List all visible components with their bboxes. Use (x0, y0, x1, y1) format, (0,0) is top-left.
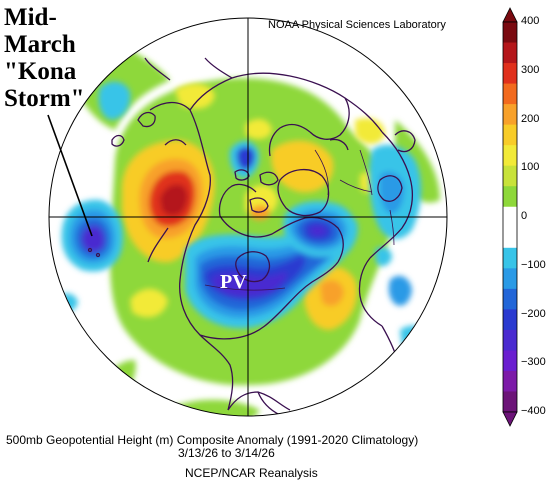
caption-line2: 3/13/26 to 3/14/26 (178, 446, 275, 460)
annotation-line: Storm" (4, 85, 85, 112)
colorbar-swatch (503, 145, 517, 167)
colorbar-swatch (503, 206, 517, 228)
annotation-line: March (4, 31, 76, 58)
colorbar-tick-label: 300 (521, 63, 540, 76)
colorbar-tick-label: −300 (521, 356, 546, 369)
colorbar-swatch (503, 186, 517, 208)
colorbar-tick-label: −200 (521, 307, 546, 320)
colorbar-swatch (503, 42, 517, 64)
colorbar-swatch (503, 247, 517, 269)
caption-line3: NCEP/NCAR Reanalysis (185, 466, 318, 480)
colorbar-swatch (503, 309, 517, 331)
colorbar-swatch (503, 63, 517, 85)
annotation-line: "Kona (4, 58, 77, 85)
colorbar-swatch (503, 370, 517, 392)
credit-label: NOAA Physical Sciences Laboratory (268, 19, 446, 31)
annotation-line: Mid- (4, 4, 57, 31)
colorbar-swatch (503, 22, 517, 44)
colorbar-tick-label: 200 (521, 112, 540, 125)
colorbar-swatch (503, 104, 517, 126)
colorbar-bottom-arrow (502, 411, 518, 427)
caption-line1: 500mb Geopotential Height (m) Composite … (6, 433, 419, 447)
colorbar-tick-label: −100 (521, 258, 546, 271)
colorbar-tick-label: 100 (521, 161, 540, 174)
colorbar (502, 7, 518, 427)
colorbar-tick-label: 400 (521, 15, 540, 27)
colorbar-top-arrow (502, 7, 518, 23)
coastlines (87, 57, 416, 416)
map-border (48, 17, 448, 417)
colorbar-swatch (503, 268, 517, 290)
colorbar-swatch (503, 165, 517, 187)
colorbar-swatch (503, 350, 517, 372)
colorbar-swatch (503, 227, 517, 249)
colorbar-swatch (503, 391, 517, 413)
colorbar-tick-label: 0 (521, 210, 528, 222)
colorbar-swatch (503, 329, 517, 351)
kona-storm-annotation: Mid- March "Kona Storm" (4, 4, 85, 112)
graticule (49, 18, 447, 416)
pv-label: PV (220, 271, 247, 293)
annotation-pointer (47, 114, 93, 237)
colorbar-swatch (503, 83, 517, 105)
colorbar-tick-label: −400 (521, 405, 546, 417)
colorbar-swatch (503, 124, 517, 146)
colorbar-swatch (503, 288, 517, 310)
